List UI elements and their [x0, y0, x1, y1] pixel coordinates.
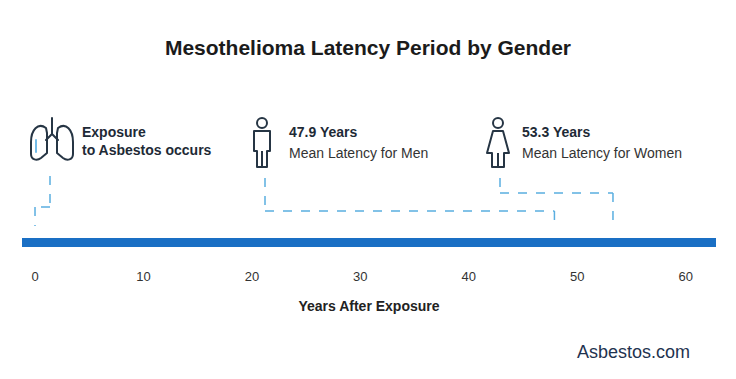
svg-text:20: 20: [245, 269, 259, 284]
svg-text:50: 50: [570, 269, 584, 284]
svg-text:47.9 Years: 47.9 Years: [289, 124, 357, 140]
svg-text:Asbestos.com: Asbestos.com: [577, 342, 690, 362]
svg-text:53.3 Years: 53.3 Years: [522, 124, 590, 140]
svg-text:Mesothelioma Latency Period by: Mesothelioma Latency Period by Gender: [165, 36, 571, 59]
svg-text:30: 30: [353, 269, 367, 284]
svg-text:60: 60: [678, 269, 692, 284]
svg-text:40: 40: [462, 269, 476, 284]
svg-text:Mean Latency for Women: Mean Latency for Women: [522, 145, 682, 161]
svg-text:0: 0: [31, 269, 38, 284]
svg-text:Years After Exposure: Years After Exposure: [298, 298, 439, 314]
svg-text:Mean Latency for Men: Mean Latency for Men: [289, 145, 428, 161]
svg-text:Exposureto Asbestos occurs: Exposureto Asbestos occurs: [82, 124, 212, 158]
svg-text:10: 10: [136, 269, 150, 284]
